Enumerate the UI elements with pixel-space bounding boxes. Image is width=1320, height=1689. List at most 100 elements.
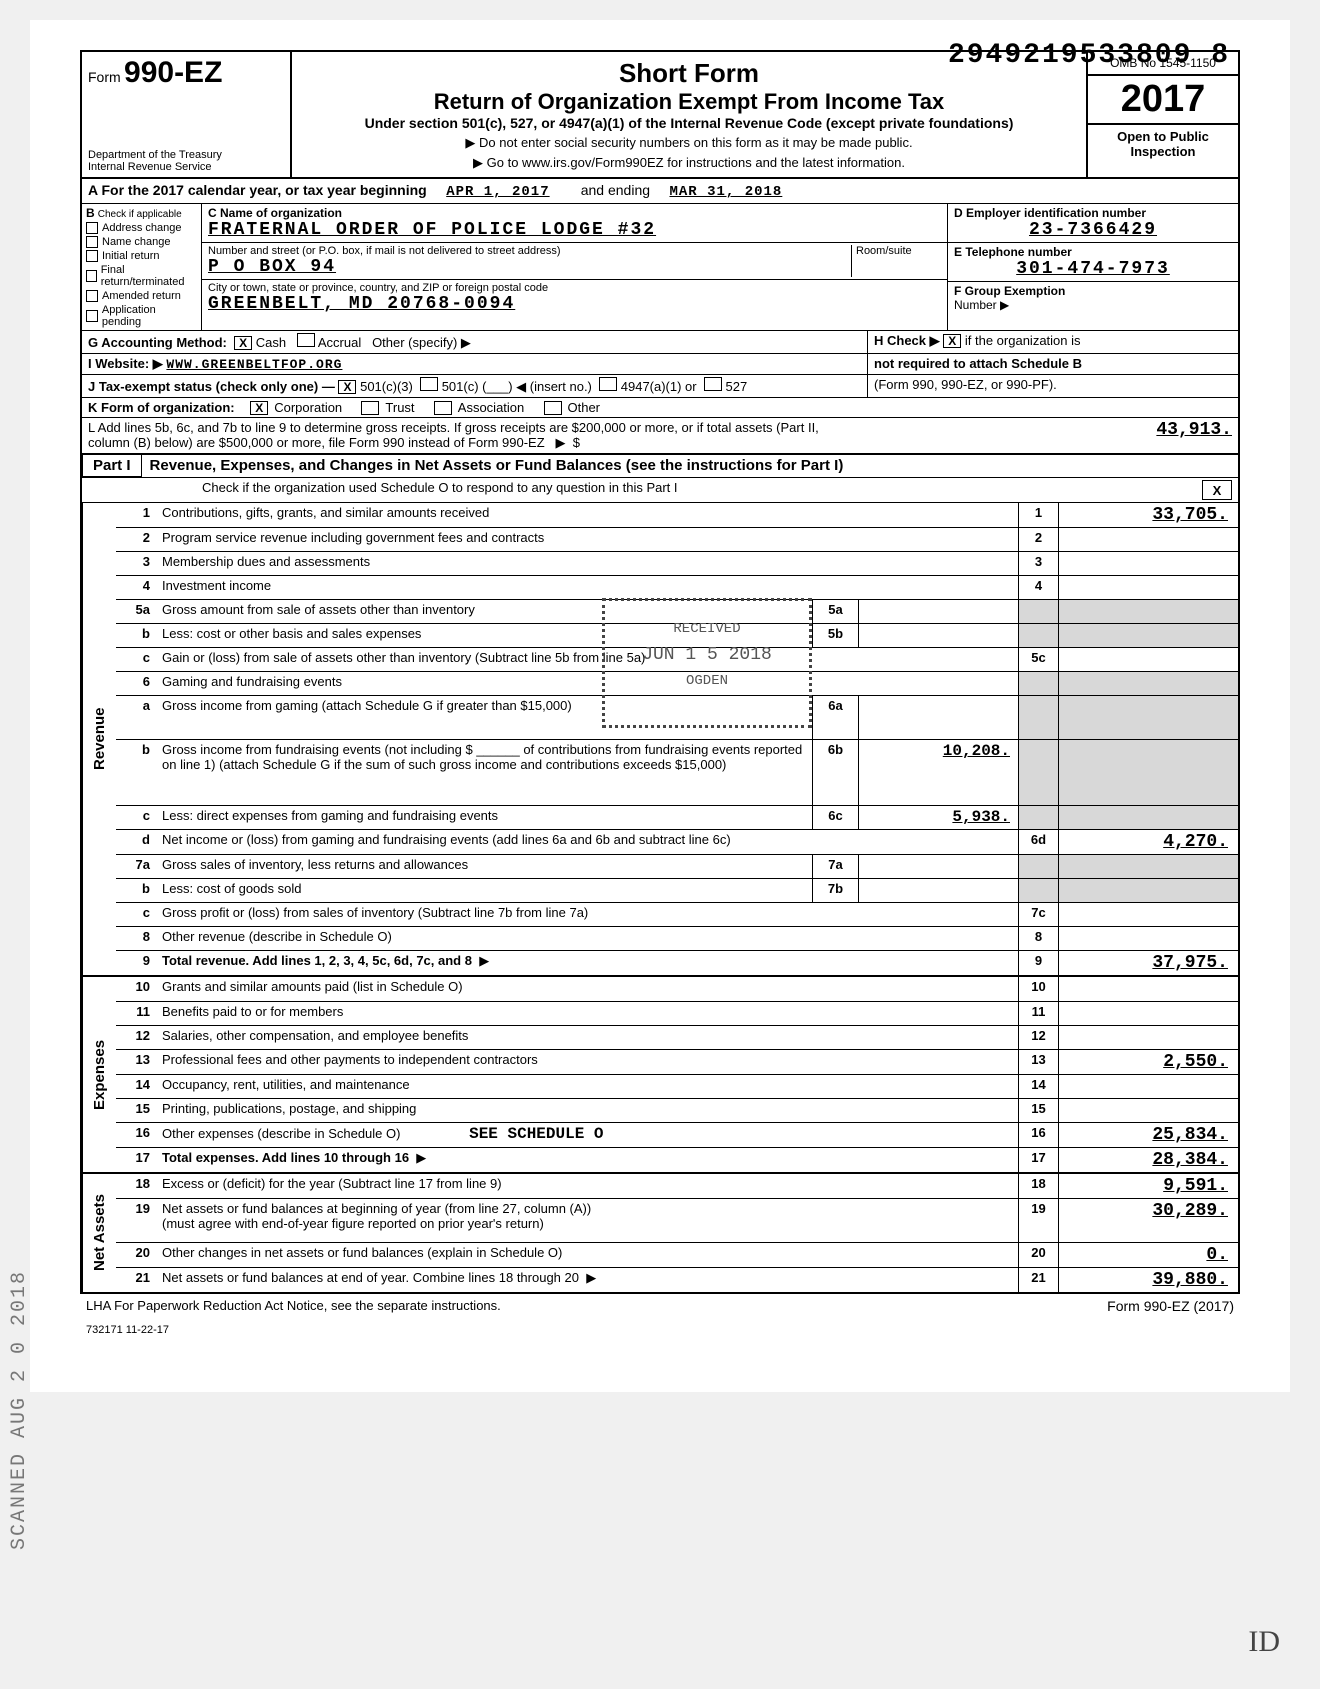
dln-number: 2949219533809 8 — [948, 40, 1230, 71]
line-5c-amt — [1058, 648, 1238, 671]
org-name-label: C Name of organization — [208, 206, 941, 220]
block-bcdef: B Check if applicable Address change Nam… — [80, 204, 1240, 330]
line-7c-amt — [1058, 903, 1238, 926]
chk-cash[interactable]: X — [234, 336, 252, 350]
part-i-label: Part I — [82, 455, 142, 477]
form-page: 2949219533809 8 Form 990-EZ Department o… — [30, 20, 1290, 1392]
line-8-amt — [1058, 927, 1238, 950]
row-a-label: A For the 2017 calendar year, or tax yea… — [88, 182, 427, 198]
expenses-section: Expenses 10Grants and similar amounts pa… — [80, 977, 1240, 1174]
sched-o-text: Check if the organization used Schedule … — [202, 480, 1202, 500]
chk-address-change[interactable] — [86, 222, 98, 234]
group-exemption-number-label: Number ▶ — [954, 298, 1232, 312]
title-return: Return of Organization Exempt From Incom… — [298, 89, 1080, 115]
form-footer: Form 990-EZ (2017) — [1107, 1298, 1234, 1314]
line-7a-amt — [858, 855, 1018, 878]
row-k: K Form of organization: X Corporation Tr… — [80, 397, 1240, 417]
scanned-stamp: SCANNED AUG 2 0 2018 — [8, 1270, 31, 1550]
row-l-txt1: L Add lines 5b, 6c, and 7b to line 9 to … — [88, 420, 1032, 435]
row-h-txt3: (Form 990, 990-EZ, or 990-PF). — [868, 375, 1238, 397]
part-i-title: Revenue, Expenses, and Changes in Net As… — [150, 457, 844, 474]
row-g-label: G Accounting Method: — [88, 335, 227, 350]
chk-initial-return[interactable] — [86, 250, 98, 262]
chk-4947[interactable] — [599, 377, 617, 391]
row-l: L Add lines 5b, 6c, and 7b to line 9 to … — [80, 417, 1240, 455]
expenses-label: Expenses — [82, 977, 116, 1172]
row-j-label: J Tax-exempt status (check only one) — — [88, 379, 335, 394]
chk-other-org[interactable] — [544, 401, 562, 415]
line-1-amt: 33,705. — [1058, 503, 1238, 527]
row-a-taxyear: A For the 2017 calendar year, or tax yea… — [80, 179, 1240, 204]
chk-association[interactable] — [434, 401, 452, 415]
line-11-amt — [1058, 1002, 1238, 1025]
tax-year: 2017 — [1088, 76, 1238, 125]
line-9-amt: 37,975. — [1058, 951, 1238, 975]
line-20-amt: 0. — [1058, 1243, 1238, 1267]
line-17-amt: 28,384. — [1058, 1148, 1238, 1172]
col-c-org: C Name of organization FRATERNAL ORDER O… — [202, 204, 948, 330]
city-value: GREENBELT, MD 20768-0094 — [208, 294, 941, 314]
dept-label: Department of the Treasury Internal Reve… — [88, 149, 284, 173]
chk-sched-b[interactable]: X — [943, 334, 961, 348]
col-b-sub: Check if applicable — [98, 209, 182, 220]
website: WWW.GREENBELTFOP.ORG — [166, 357, 342, 372]
line-21-amt: 39,880. — [1058, 1268, 1238, 1292]
paperwork-notice: LHA For Paperwork Reduction Act Notice, … — [86, 1298, 501, 1314]
line-12-amt — [1058, 1026, 1238, 1049]
line-3-amt — [1058, 552, 1238, 575]
line-6c-amt: 5,938. — [858, 806, 1018, 829]
chk-final-return[interactable] — [86, 270, 97, 282]
chk-corporation[interactable]: X — [250, 401, 268, 415]
street-value: P O BOX 94 — [208, 257, 851, 277]
line-16-amt: 25,834. — [1058, 1123, 1238, 1147]
phone-value: 301-474-7973 — [954, 259, 1232, 279]
chk-accrual[interactable] — [297, 333, 315, 347]
chk-amended-return[interactable] — [86, 290, 98, 302]
line-10-amt — [1058, 977, 1238, 1001]
line-6a-amt — [858, 696, 1018, 739]
vendor-code: 732171 11-22-17 — [80, 1318, 1240, 1342]
row-k-label: K Form of organization: — [88, 400, 235, 415]
org-name: FRATERNAL ORDER OF POLICE LODGE #32 — [208, 220, 941, 240]
row-a-mid: and ending — [581, 182, 650, 198]
street-label: Number and street (or P.O. box, if mail … — [208, 245, 851, 257]
chk-501c3[interactable]: X — [338, 380, 356, 394]
chk-527[interactable] — [704, 377, 722, 391]
col-b-label: B — [86, 206, 95, 220]
see-schedule-o: SEE SCHEDULE O — [469, 1125, 603, 1143]
warn-ssn: Do not enter social security numbers on … — [298, 135, 1080, 151]
chk-trust[interactable] — [361, 401, 379, 415]
revenue-label: Revenue — [82, 503, 116, 975]
netassets-label: Net Assets — [82, 1174, 116, 1292]
line-6b-amt: 10,208. — [858, 740, 1018, 805]
row-h-txt2: not required to attach Schedule B — [874, 356, 1082, 371]
arrow-icon — [556, 435, 566, 451]
sched-o-checkbox[interactable]: X — [1202, 480, 1232, 500]
line-2-amt — [1058, 528, 1238, 551]
row-ih: I Website: ▶ WWW.GREENBELTFOP.ORG not re… — [80, 353, 1240, 374]
chk-application-pending[interactable] — [86, 310, 98, 322]
row-gh: G Accounting Method: X Cash Accrual Othe… — [80, 330, 1240, 353]
form-prefix: Form — [88, 69, 121, 85]
line-13-amt: 2,550. — [1058, 1050, 1238, 1074]
revenue-section: Revenue 1Contributions, gifts, grants, a… — [80, 503, 1240, 977]
chk-501c[interactable] — [420, 377, 438, 391]
netassets-section: Net Assets 18Excess or (deficit) for the… — [80, 1174, 1240, 1294]
room-suite-label: Room/suite — [851, 245, 941, 277]
chk-name-change[interactable] — [86, 236, 98, 248]
line-6d-amt: 4,270. — [1058, 830, 1238, 854]
footer: LHA For Paperwork Reduction Act Notice, … — [80, 1294, 1240, 1318]
arrow-icon — [479, 953, 489, 969]
phone-label: E Telephone number — [954, 245, 1232, 259]
line-7b-amt — [858, 879, 1018, 902]
open-inspection: Open to Public Inspection — [1088, 125, 1238, 163]
row-jh: J Tax-exempt status (check only one) — X… — [80, 374, 1240, 397]
line-18-amt: 9,591. — [1058, 1174, 1238, 1198]
row-i-label: I Website: ▶ — [88, 356, 163, 371]
header-left: Form 990-EZ Department of the Treasury I… — [82, 52, 292, 177]
gross-receipts: 43,913. — [1032, 420, 1232, 451]
line-14-amt — [1058, 1075, 1238, 1098]
ein-label: D Employer identification number — [954, 206, 1232, 220]
line-15-amt — [1058, 1099, 1238, 1122]
line-4-amt — [1058, 576, 1238, 599]
